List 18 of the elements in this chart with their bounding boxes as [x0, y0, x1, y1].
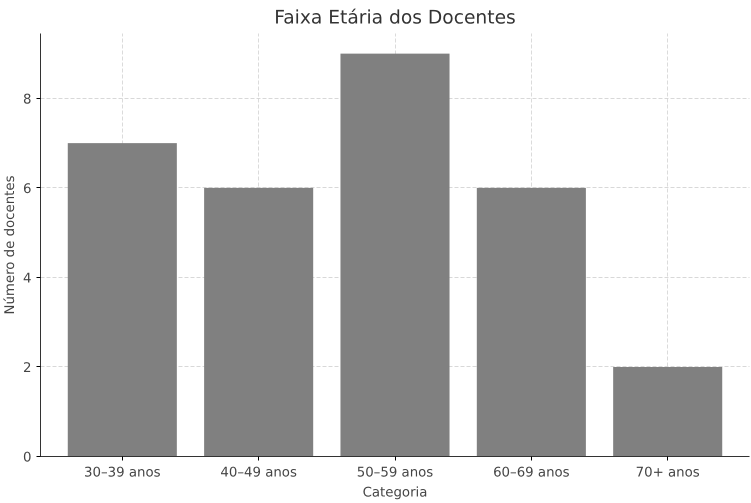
bar — [68, 143, 177, 456]
x-tick-label: 30–39 anos — [84, 466, 161, 480]
x-tick-label: 40–49 anos — [220, 466, 297, 480]
x-tick-label: 50–59 anos — [356, 466, 434, 480]
bar — [613, 366, 722, 456]
y-tick-label: 2 — [23, 360, 32, 376]
y-tick-label: 8 — [23, 92, 32, 108]
y-axis-title: Número de docentes — [3, 175, 18, 315]
bar — [204, 188, 314, 456]
bar — [340, 54, 450, 456]
y-tick-label: 0 — [23, 450, 32, 466]
bar — [476, 188, 586, 456]
x-tick-label: 70+ anos — [636, 466, 700, 480]
y-tick-label: 6 — [23, 182, 32, 197]
chart-title: Faixa Etária dos Docentes — [274, 8, 516, 28]
y-tick-label: 4 — [23, 271, 32, 286]
x-tick-label: 60–69 anos — [493, 466, 570, 480]
x-axis-title: Categoria — [362, 486, 428, 500]
